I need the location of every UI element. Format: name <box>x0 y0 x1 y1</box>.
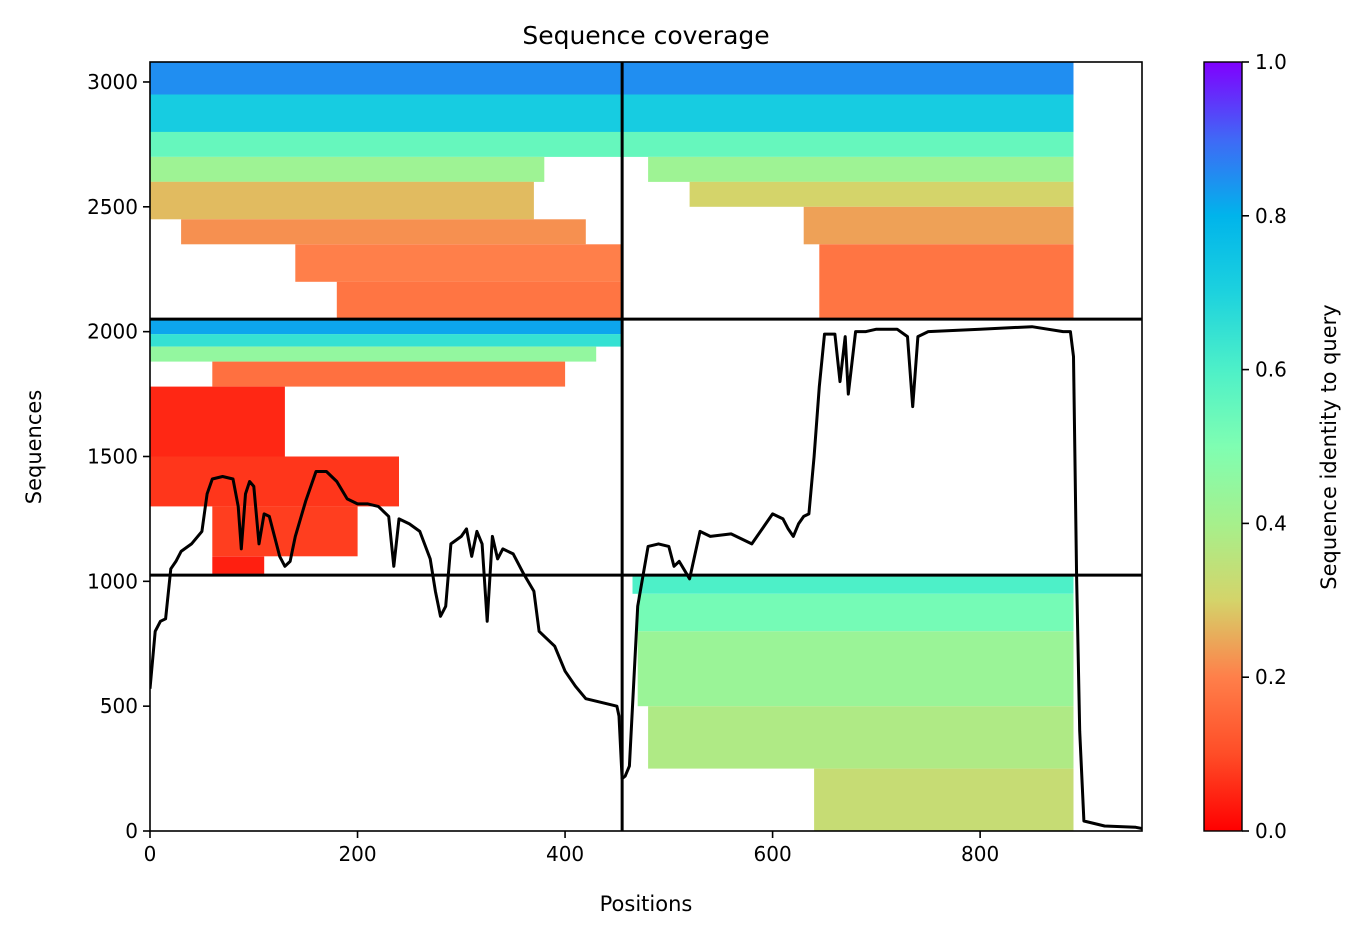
identity-band <box>150 94 623 132</box>
identity-band <box>295 244 623 282</box>
identity-band <box>648 156 1074 182</box>
identity-band <box>150 346 597 362</box>
identity-band <box>689 181 1074 207</box>
x-axis-label: Positions <box>600 892 693 916</box>
identity-band <box>648 706 1074 769</box>
colorbar-tick-label: 0.6 <box>1255 358 1287 382</box>
y-tick-label: 500 <box>100 694 138 718</box>
identity-band <box>150 334 623 347</box>
identity-band <box>336 281 623 320</box>
y-tick-label: 3000 <box>87 70 138 94</box>
block-bottom-right <box>632 575 1074 831</box>
identity-band <box>181 219 586 245</box>
identity-band <box>622 62 1074 95</box>
coverage-line-group <box>150 325 1142 830</box>
identity-band <box>150 319 623 335</box>
coverage-line <box>150 325 1142 830</box>
x-axis: 0 200 400 600 800 <box>144 831 999 866</box>
chart-title: Sequence coverage <box>522 21 769 50</box>
identity-band <box>632 575 1074 594</box>
colorbar-label: Sequence identity to query <box>1317 304 1341 589</box>
coverage-heatmap <box>150 62 1074 831</box>
colorbar-tick-label: 0.8 <box>1255 204 1287 228</box>
y-axis-label: Sequences <box>22 390 46 505</box>
identity-band <box>150 62 623 95</box>
colorbar-gradient <box>1203 61 1243 832</box>
colorbar: 0.0 0.2 0.4 0.6 0.8 1.0 Sequence identity to … <box>1203 50 1341 843</box>
identity-band <box>637 631 1074 707</box>
x-tick-label: 0 <box>144 842 157 866</box>
colorbar-tick-label: 0.0 <box>1255 819 1287 843</box>
identity-band <box>814 768 1074 831</box>
identity-band <box>212 556 265 574</box>
x-tick-label: 600 <box>754 842 792 866</box>
y-tick-label: 2500 <box>87 195 138 219</box>
colorbar-ticks: 0.0 0.2 0.4 0.6 0.8 1.0 <box>1242 50 1287 843</box>
identity-band <box>212 361 566 387</box>
y-tick-label: 1000 <box>87 569 138 593</box>
block-top-left <box>150 62 623 320</box>
plot-frame <box>149 61 1143 832</box>
x-tick-label: 800 <box>961 842 999 866</box>
x-tick-label: 200 <box>338 842 376 866</box>
y-tick-label: 1500 <box>87 444 138 468</box>
identity-band <box>803 206 1074 245</box>
identity-band <box>622 94 1074 132</box>
block-dividers <box>150 62 1142 831</box>
y-tick-label: 2000 <box>87 320 138 344</box>
identity-band <box>622 131 1074 157</box>
identity-band <box>212 506 358 557</box>
x-tick-label: 400 <box>546 842 584 866</box>
identity-band <box>637 593 1074 632</box>
identity-band <box>150 386 285 457</box>
identity-band <box>150 456 399 507</box>
identity-band <box>150 181 534 220</box>
identity-band <box>150 156 545 182</box>
colorbar-tick-label: 0.4 <box>1255 511 1287 535</box>
block-top-right <box>622 62 1074 320</box>
block-middle-left <box>150 319 623 574</box>
identity-band <box>819 244 1074 320</box>
identity-band <box>150 131 623 157</box>
y-tick-label: 0 <box>125 819 138 843</box>
colorbar-tick-label: 1.0 <box>1255 50 1287 74</box>
y-axis: 0 500 1000 1500 2000 2500 3000 <box>87 70 150 843</box>
colorbar-tick-label: 0.2 <box>1255 665 1287 689</box>
